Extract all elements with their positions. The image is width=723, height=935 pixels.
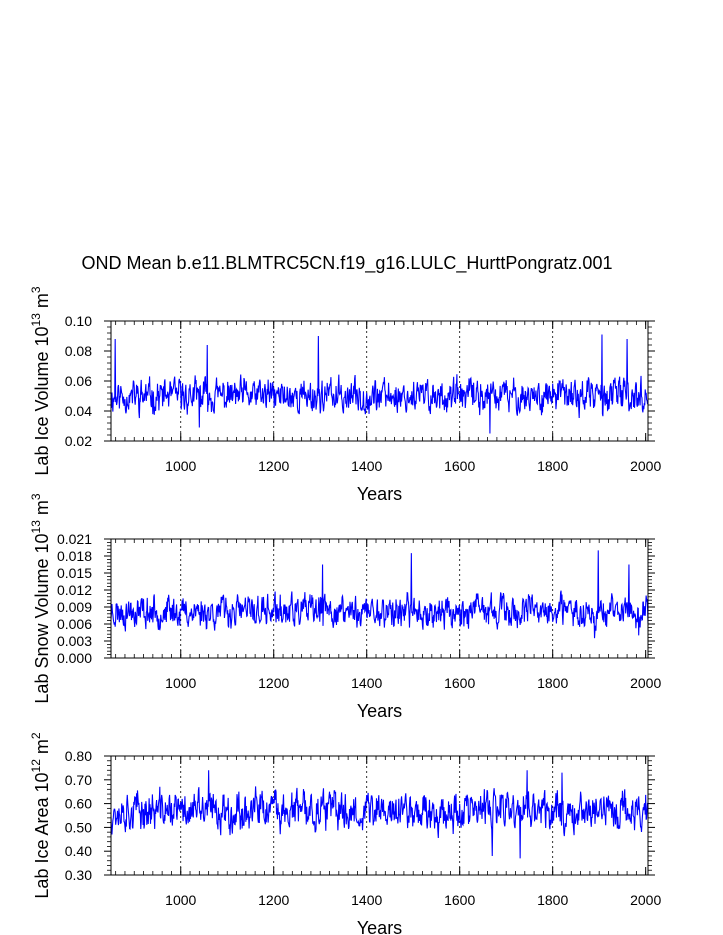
- panel-2: 1000 1200 1400 1600 1800 2000Years0.0000.0030…: [29, 493, 661, 721]
- x-tick-label: 1000: [165, 458, 196, 474]
- plot-frame: [110, 755, 649, 876]
- x-tick-label: 1200: [258, 675, 289, 691]
- y-tick-label: 0.60: [65, 796, 92, 812]
- y-tick-label: 0.80: [65, 748, 92, 764]
- y-tick-label: 0.006: [57, 616, 92, 632]
- panel-3: 1000 1200 1400 1600 1800 2000 Years 0.30 0.40 0.5…: [29, 732, 661, 935]
- x-tick-label: 2000: [630, 892, 661, 908]
- y-tick-label: 0.018: [57, 548, 92, 564]
- x-tick-label: 1800: [537, 892, 568, 908]
- series-line: [110, 550, 649, 639]
- y-tick-label: 0.04: [65, 403, 92, 419]
- y-tick-label: 0.06: [65, 373, 92, 389]
- y-tick-label: 0.003: [57, 633, 92, 649]
- x-tick-label: 1400: [351, 458, 382, 474]
- y-tick-label: 0.08: [65, 343, 92, 359]
- panel-1: 1000 1200 1400 1600 1800 2000 Years 0.02 0.04 0.0…: [29, 286, 661, 504]
- x-tick-label: 1800: [537, 458, 568, 474]
- y-tick-label: 0.02: [65, 433, 92, 449]
- y-axis-title: Lab Ice Area 1012 m2: [29, 732, 52, 898]
- x-axis-title: Years: [357, 918, 402, 935]
- x-tick-label: 1200: [258, 892, 289, 908]
- x-axis-title: Years: [357, 701, 402, 721]
- x-tick-label: 1000: [165, 892, 196, 908]
- plot-frame: [110, 320, 649, 442]
- y-tick-label: 0.009: [57, 599, 92, 615]
- series-line: [110, 334, 649, 434]
- y-tick-label: 0.012: [57, 582, 92, 598]
- y-axis-title: Lab Ice Volume 1013 m3: [29, 286, 52, 475]
- x-tick-label: 2000: [630, 675, 661, 691]
- x-tick-label: 1600: [444, 458, 475, 474]
- x-tick-label: 1600: [444, 675, 475, 691]
- series-line: [110, 770, 649, 859]
- y-tick-label: 0.000: [57, 650, 92, 666]
- x-tick-label: 1800: [537, 675, 568, 691]
- y-tick-label: 0.021: [57, 531, 92, 547]
- y-tick-label: 0.30: [65, 867, 92, 883]
- y-tick-label: 0.70: [65, 772, 92, 788]
- x-tick-label: 1600: [444, 892, 475, 908]
- x-tick-label: 2000: [630, 458, 661, 474]
- x-axis-title: Years: [357, 484, 402, 504]
- y-tick-label: 0.10: [65, 313, 92, 329]
- plot-frame: [110, 538, 649, 659]
- y-axis-title: Lab Snow Volume 1013 m3: [29, 493, 52, 703]
- x-tick-label: 1400: [351, 892, 382, 908]
- y-tick-label: 0.015: [57, 565, 92, 581]
- y-tick-label: 0.50: [65, 819, 92, 835]
- figure-title: OND Mean b.e11.BLMTRC5CN.f19_g16.LULC_Hu…: [82, 253, 613, 274]
- x-tick-label: 1000: [165, 675, 196, 691]
- x-tick-label: 1400: [351, 675, 382, 691]
- x-tick-label: 1200: [258, 458, 289, 474]
- y-tick-label: 0.40: [65, 843, 92, 859]
